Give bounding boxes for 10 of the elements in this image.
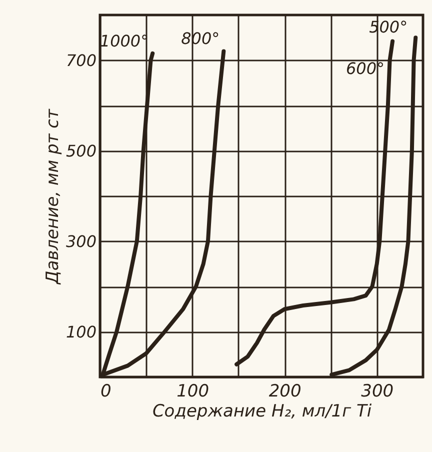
x-tick-label: 300: [361, 382, 394, 402]
y-tick-label: 500: [66, 141, 96, 160]
x-tick-label: 0: [100, 382, 112, 402]
y-tick-label: 300: [66, 232, 96, 251]
x-axis-title: Содержание H₂, мл/1г Ti: [152, 402, 372, 422]
y-axis-title: Давление, мм рт ст: [42, 108, 63, 285]
y-tick-label: 100: [66, 322, 96, 342]
x-tick-label: 100: [176, 382, 210, 402]
x-tick-label: 200: [268, 382, 302, 402]
y-tick-label: 700: [66, 50, 96, 70]
